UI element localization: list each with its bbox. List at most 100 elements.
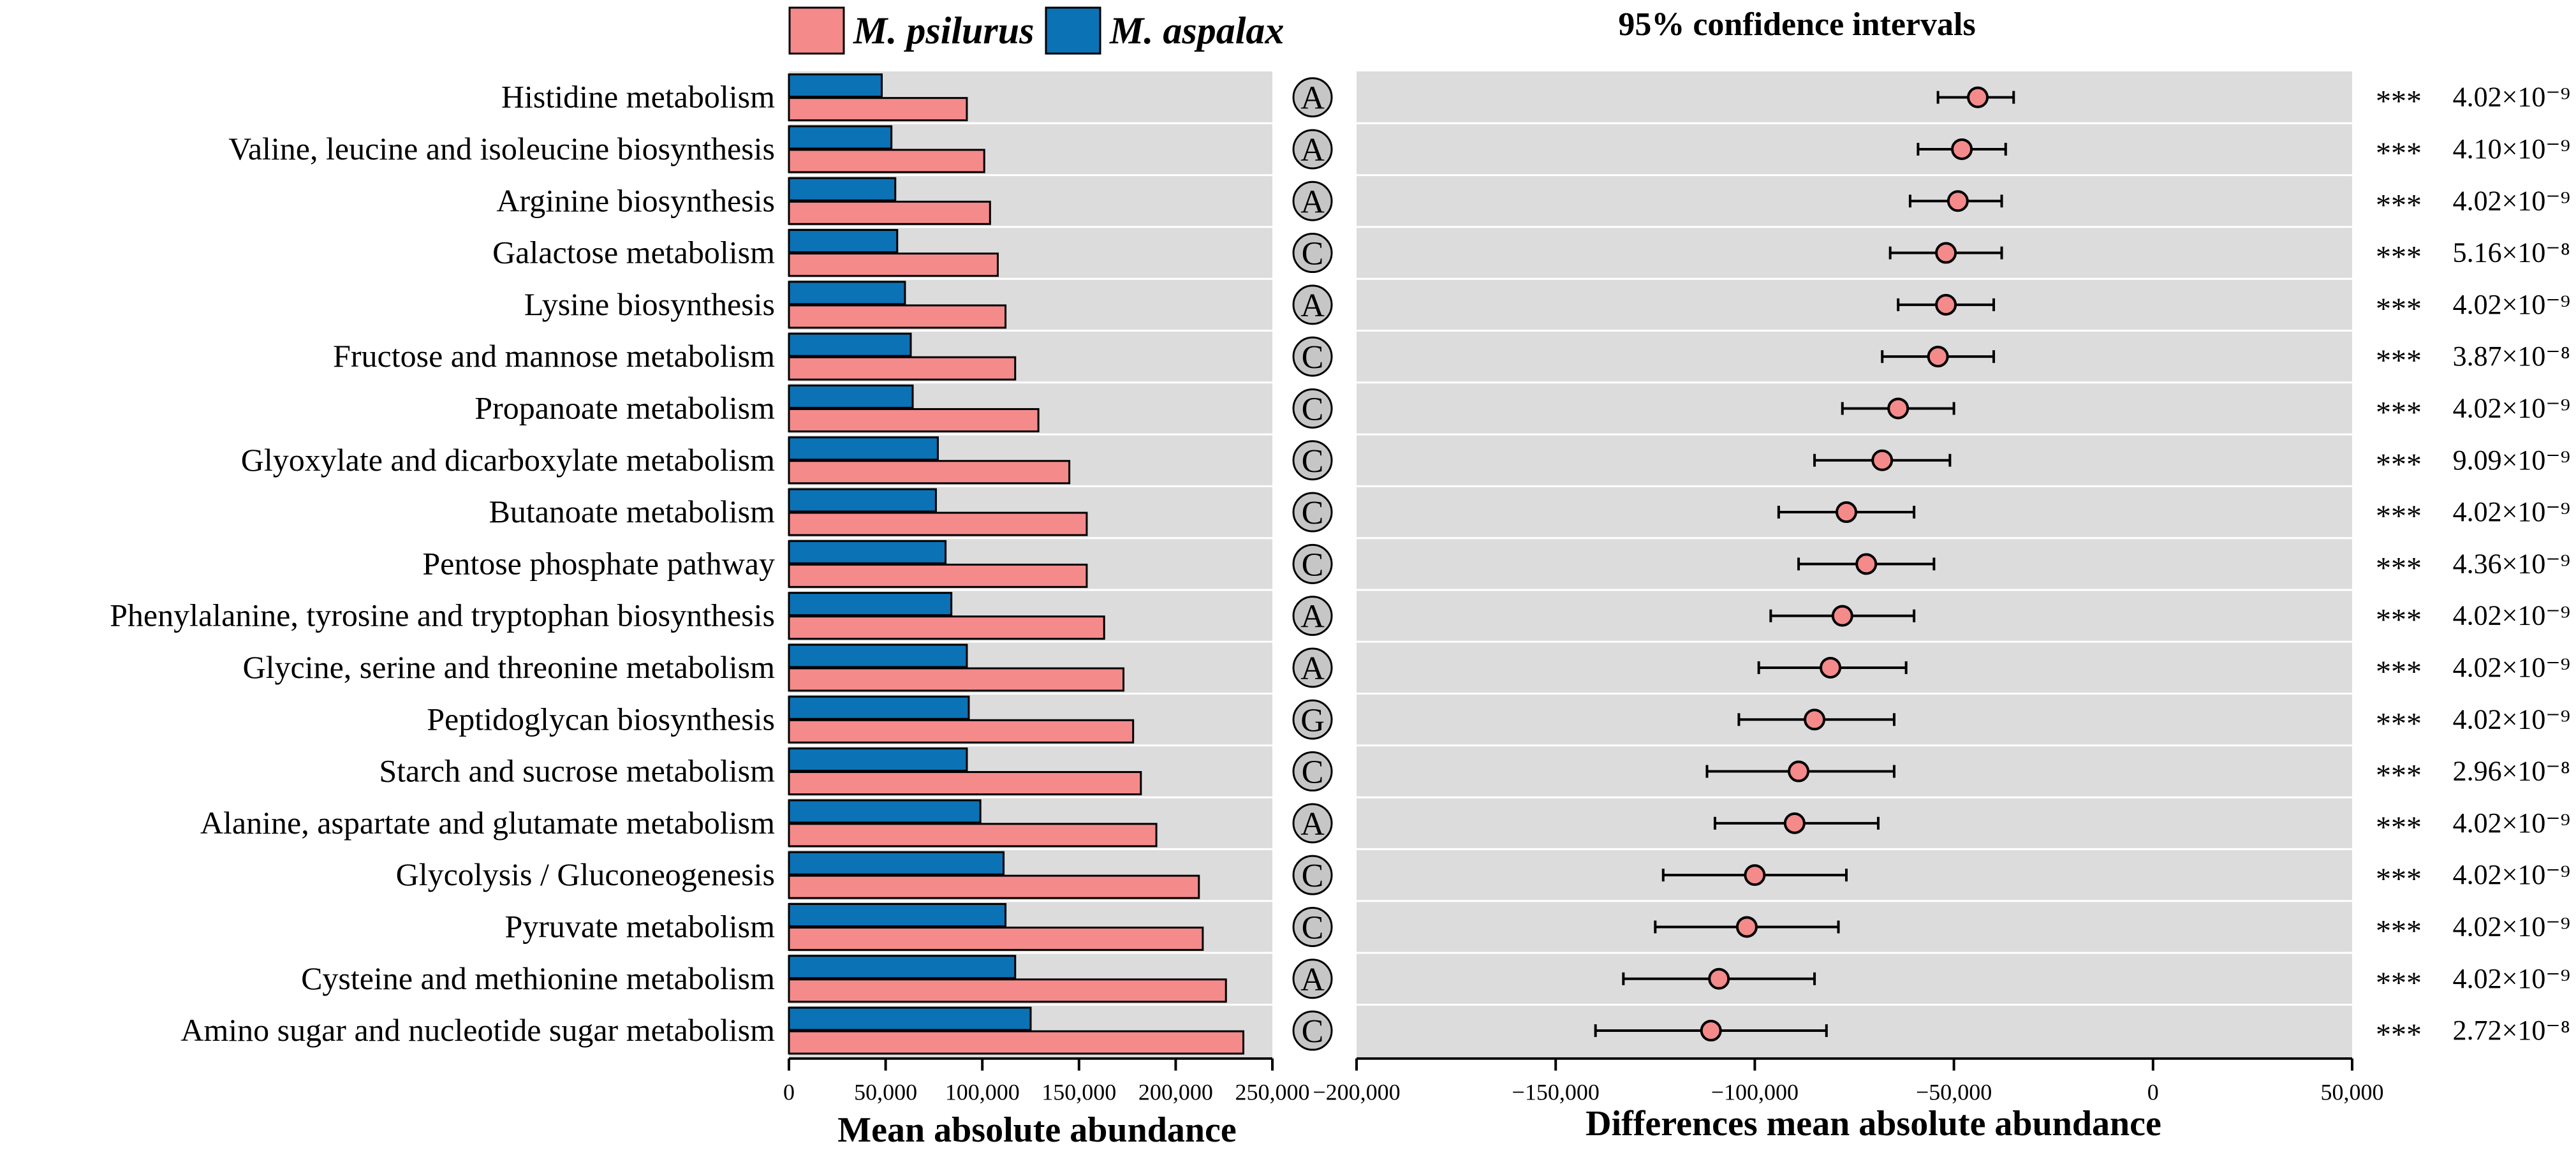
p-value-label: 4.02×10⁻⁹	[2453, 859, 2570, 890]
category-code-badge: C	[1292, 906, 1333, 947]
badge-code: C	[1302, 909, 1324, 946]
significance-label: ***	[2376, 759, 2422, 793]
significance-label: ***	[2376, 240, 2422, 274]
p-value-label: 4.10×10⁻⁹	[2453, 133, 2570, 165]
category-code-badge: A	[1292, 129, 1333, 170]
bar-m-psilurus-glyoxylate-and-dicarboxylate-metabolism	[788, 460, 1071, 485]
ci-mark-pyruvate-metabolism	[1654, 916, 1840, 938]
ci-mark-phenylalanine-tyrosine-and-tryptophan-biosynthesis	[1769, 605, 1916, 627]
bar-m-psilurus-cysteine-and-methionine-metabolism	[788, 978, 1227, 1003]
ci-plot-title: 95% confidence intervals	[1618, 6, 1975, 43]
category-code-badge: C	[1292, 492, 1333, 533]
bar-m-psilurus-butanoate-metabolism	[788, 511, 1088, 536]
badge-code: G	[1300, 702, 1325, 739]
bar-m-psilurus-arginine-biosynthesis	[788, 200, 991, 225]
ci-mark-lysine-biosynthesis	[1897, 293, 1996, 316]
ci-mark-starch-and-sucrose-metabolism	[1705, 760, 1895, 783]
badge-circle	[1292, 180, 1333, 221]
bar-m-psilurus-pentose-phosphate-pathway	[788, 563, 1088, 588]
ci-mark-alanine-aspartate-and-glutamate-metabolism	[1713, 812, 1880, 834]
significance-label: ***	[2376, 655, 2422, 689]
category-code-badge: C	[1292, 751, 1333, 792]
legend-label-m-aspalax: M. aspalax	[1109, 10, 1284, 52]
bar-m-aspalax-fructose-and-mannose-metabolism	[788, 332, 912, 357]
badge-circle	[1292, 959, 1333, 999]
bar-m-aspalax-propanoate-metabolism	[788, 384, 914, 409]
category-label-fructose-and-mannose-metabolism: Fructose and mannose metabolism	[333, 338, 775, 374]
tick-label: 100,000	[945, 1080, 1020, 1105]
tick-label: 0	[2147, 1080, 2159, 1105]
p-value-label: 4.02×10⁻⁹	[2453, 600, 2570, 631]
bar-m-aspalax-glycolysis-gluconeogenesis	[788, 851, 1005, 876]
category-label-glyoxylate-and-dicarboxylate-metabolism: Glyoxylate and dicarboxylate metabolism	[241, 442, 775, 478]
category-label-valine-leucine-and-isoleucine-biosynthesis: Valine, leucine and isoleucine biosynthe…	[228, 131, 775, 166]
badge-code: A	[1300, 599, 1325, 635]
category-label-cysteine-and-methionine-metabolism: Cysteine and methionine metabolism	[301, 960, 775, 996]
significance-label: ***	[2376, 707, 2422, 740]
badge-code: C	[1302, 495, 1324, 531]
ci-mark-butanoate-metabolism	[1777, 501, 1916, 524]
tick-label: −200,000	[1313, 1080, 1400, 1105]
ci-point	[1947, 190, 1969, 212]
category-code-badge: C	[1292, 233, 1333, 274]
category-code-badge: C	[1292, 336, 1333, 377]
category-label-glycine-serine-and-threonine-metabolism: Glycine, serine and threonine metabolism	[243, 649, 776, 685]
tick-label: −50,000	[1916, 1080, 1992, 1105]
ci-row-separators	[1357, 122, 2352, 1006]
badge-code: A	[1300, 651, 1325, 687]
bar-m-psilurus-amino-sugar-and-nucleotide-sugar-metabolism	[788, 1030, 1245, 1055]
legend-label-m-psilurus: M. psilurus	[853, 10, 1034, 52]
tick-label: 200,000	[1138, 1080, 1213, 1105]
category-label-starch-and-sucrose-metabolism: Starch and sucrose metabolism	[379, 753, 775, 789]
ci-point	[1855, 553, 1878, 575]
badge-code: C	[1302, 391, 1324, 427]
bar-m-psilurus-propanoate-metabolism	[788, 408, 1040, 432]
significance-labels: *** *** *** *** *** *** *** *** *** *** *** *** *** *…	[2376, 85, 2422, 1052]
badge-code: A	[1300, 288, 1325, 324]
bar-m-psilurus-galactose-metabolism	[788, 253, 999, 277]
p-value-label: 4.02×10⁻⁹	[2453, 963, 2570, 994]
category-label-arginine-biosynthesis: Arginine biosynthesis	[496, 182, 775, 218]
bar-m-psilurus-phenylalanine-tyrosine-and-tryptophan-biosynthesis	[788, 615, 1105, 640]
category-label-glycolysis-gluconeogenesis: Glycolysis / Gluconeogenesis	[396, 857, 775, 892]
bar-m-aspalax-valine-leucine-and-isoleucine-biosynthesis	[788, 125, 893, 150]
category-label-pentose-phosphate-pathway: Pentose phosphate pathway	[422, 545, 775, 581]
tick-label: −100,000	[1711, 1080, 1799, 1105]
bar-x-axis: 0 50,000 100,000 150,000 200,000 250,000	[783, 1057, 1310, 1105]
bar-m-psilurus-fructose-and-mannose-metabolism	[788, 356, 1017, 381]
significance-label: ***	[2376, 395, 2422, 429]
ci-point	[1708, 967, 1730, 990]
ci-point	[1804, 709, 1826, 731]
category-label-galactose-metabolism: Galactose metabolism	[492, 235, 775, 270]
badge-circle	[1292, 543, 1333, 584]
ci-mark-pentose-phosphate-pathway	[1797, 553, 1936, 575]
badge-code: A	[1300, 132, 1325, 168]
ci-point	[1836, 501, 1858, 524]
badge-code: C	[1302, 443, 1324, 480]
p-value-labels: 4.02×10⁻⁹ 4.10×10⁻⁹ 4.02×10⁻⁹ 5.16×10⁻⁸ 4.02…	[2453, 82, 2570, 1046]
badge-circle	[1292, 440, 1333, 481]
ci-point	[1735, 916, 1758, 938]
ci-mark-valine-leucine-and-isoleucine-biosynthesis	[1917, 138, 2007, 160]
category-label-propanoate-metabolism: Propanoate metabolism	[475, 390, 775, 425]
badge-code: A	[1300, 184, 1325, 220]
significance-label: ***	[2376, 499, 2422, 533]
tick-label: 150,000	[1041, 1080, 1116, 1105]
p-value-label: 4.36×10⁻⁹	[2453, 548, 2570, 579]
badge-code: C	[1302, 754, 1324, 791]
bar-m-aspalax-starch-and-sucrose-metabolism	[788, 747, 968, 772]
bar-m-psilurus-lysine-biosynthesis	[788, 304, 1007, 329]
tick-label: 0	[783, 1080, 795, 1105]
bar-m-psilurus-alanine-aspartate-and-glutamate-metabolism	[788, 823, 1158, 848]
badge-code: A	[1300, 962, 1325, 998]
tick-label: 50,000	[2321, 1080, 2384, 1105]
ci-point	[1951, 138, 1973, 160]
bar-m-aspalax-pyruvate-metabolism	[788, 902, 1007, 927]
badge-code: C	[1302, 236, 1324, 272]
category-label-butanoate-metabolism: Butanoate metabolism	[489, 494, 775, 529]
bar-m-aspalax-lysine-biosynthesis	[788, 281, 906, 305]
bar-m-aspalax-glyoxylate-and-dicarboxylate-metabolism	[788, 436, 939, 461]
badge-circle	[1292, 699, 1333, 740]
ci-point	[1700, 1020, 1722, 1042]
